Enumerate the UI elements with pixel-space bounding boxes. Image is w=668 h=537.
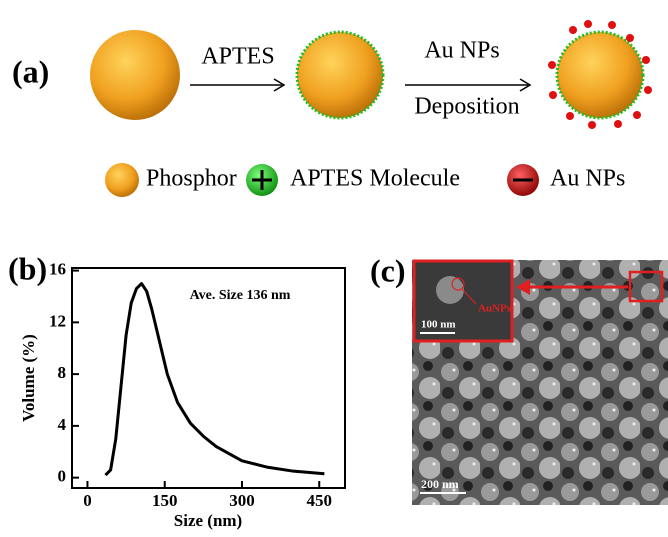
panel-label: (c) — [370, 252, 406, 288]
sem-image: (c) AuNPs 100 nm 200 nm — [370, 252, 668, 505]
x-tick-label: 300 — [229, 491, 255, 510]
x-tick-label: 150 — [152, 491, 178, 510]
y-tick-label: 12 — [49, 311, 66, 330]
arrow-label: Au NPs — [424, 38, 499, 64]
legend-label: APTES Molecule — [290, 166, 460, 192]
aunp-sphere — [557, 32, 643, 118]
panel-label: (a) — [12, 53, 49, 89]
schematic: (a) APTES Au NPs Deposition Phosphor APT… — [12, 20, 652, 197]
annotation: Ave. Size 136 nm — [190, 288, 291, 303]
arrow-label: APTES — [201, 44, 274, 70]
panel-label: (b) — [8, 250, 47, 286]
chart: (b) Size (nm) Volume (%) Ave. Size 136 n… — [8, 250, 345, 530]
inset-label: AuNPs — [478, 303, 512, 315]
x-axis-label: Size (nm) — [174, 511, 242, 530]
legend-icon — [105, 163, 139, 197]
arrow-label: Deposition — [414, 94, 519, 120]
y-tick-label: 8 — [58, 363, 67, 382]
data-line — [105, 284, 324, 476]
aptes-sphere — [297, 32, 383, 118]
figure: (a) APTES Au NPs Deposition Phosphor APT… — [0, 0, 668, 537]
y-tick-label: 16 — [49, 259, 66, 278]
legend-label: Phosphor — [146, 166, 237, 192]
phosphor-sphere — [90, 30, 180, 120]
y-axis-label: Volume (%) — [19, 334, 38, 422]
scale-label: 200 nm — [421, 477, 459, 491]
legend-label: Au NPs — [550, 166, 625, 192]
y-tick-label: 4 — [58, 415, 67, 434]
x-tick-label: 0 — [83, 491, 92, 510]
y-tick-label: 0 — [58, 467, 67, 486]
scale-label: 100 nm — [421, 319, 456, 331]
x-tick-label: 450 — [306, 491, 332, 510]
